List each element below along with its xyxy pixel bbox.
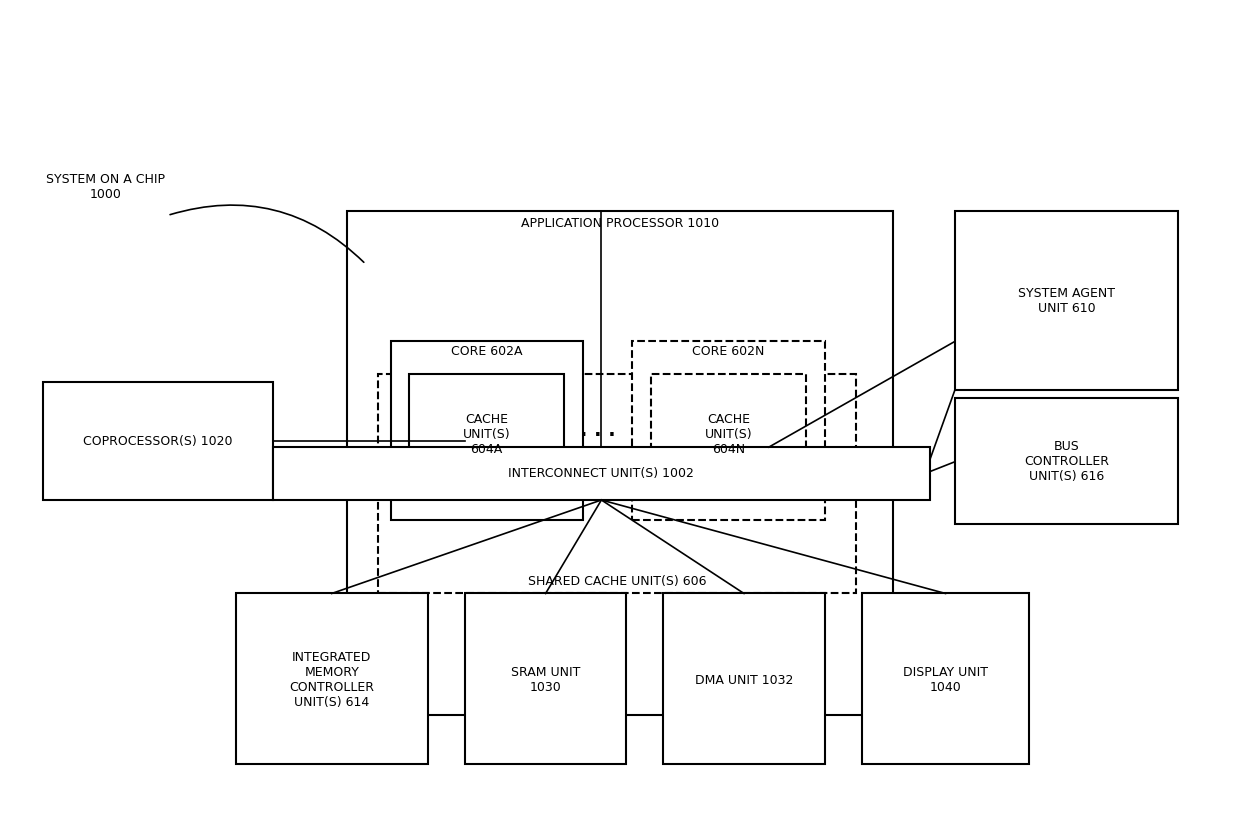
Text: CACHE
UNIT(S)
604N: CACHE UNIT(S) 604N <box>704 414 753 456</box>
Text: DMA UNIT 1032: DMA UNIT 1032 <box>694 674 794 687</box>
Text: BUS
CONTROLLER
UNIT(S) 616: BUS CONTROLLER UNIT(S) 616 <box>1024 441 1109 483</box>
Text: APPLICATION PROCESSOR 1010: APPLICATION PROCESSOR 1010 <box>521 217 719 230</box>
Text: . . .: . . . <box>580 421 615 441</box>
Text: SHARED CACHE UNIT(S) 606: SHARED CACHE UNIT(S) 606 <box>528 575 706 588</box>
FancyBboxPatch shape <box>378 374 856 593</box>
Text: INTERCONNECT UNIT(S) 1002: INTERCONNECT UNIT(S) 1002 <box>508 467 694 480</box>
Text: DISPLAY UNIT
1040: DISPLAY UNIT 1040 <box>903 667 988 694</box>
FancyBboxPatch shape <box>391 341 583 520</box>
Text: CACHE
UNIT(S)
604A: CACHE UNIT(S) 604A <box>463 414 511 456</box>
FancyBboxPatch shape <box>632 341 825 520</box>
Text: SYSTEM ON A CHIP
1000: SYSTEM ON A CHIP 1000 <box>46 173 165 201</box>
Text: COPROCESSOR(S) 1020: COPROCESSOR(S) 1020 <box>83 435 233 448</box>
FancyBboxPatch shape <box>955 398 1178 524</box>
FancyBboxPatch shape <box>236 593 428 764</box>
FancyArrowPatch shape <box>170 205 363 263</box>
FancyBboxPatch shape <box>955 211 1178 390</box>
Text: CORE 602A: CORE 602A <box>451 345 522 358</box>
Text: CORE 602N: CORE 602N <box>692 345 765 358</box>
Text: SRAM UNIT
1030: SRAM UNIT 1030 <box>511 667 580 694</box>
FancyBboxPatch shape <box>43 382 273 500</box>
FancyBboxPatch shape <box>465 593 626 764</box>
FancyBboxPatch shape <box>651 374 806 492</box>
FancyBboxPatch shape <box>273 447 930 500</box>
FancyBboxPatch shape <box>862 593 1029 764</box>
Text: INTEGRATED
MEMORY
CONTROLLER
UNIT(S) 614: INTEGRATED MEMORY CONTROLLER UNIT(S) 614 <box>289 651 374 710</box>
FancyBboxPatch shape <box>663 593 825 764</box>
FancyBboxPatch shape <box>347 211 893 715</box>
Text: SYSTEM AGENT
UNIT 610: SYSTEM AGENT UNIT 610 <box>1018 287 1115 315</box>
FancyBboxPatch shape <box>409 374 564 492</box>
